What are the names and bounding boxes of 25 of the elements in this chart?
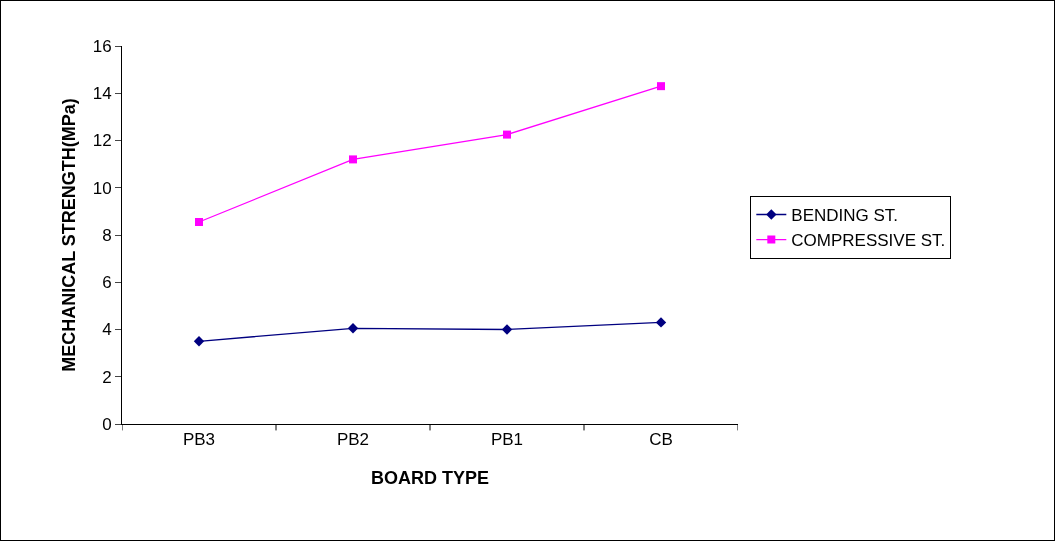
point xyxy=(503,130,511,139)
point xyxy=(347,323,359,334)
y-tick-label: 2 xyxy=(102,367,112,387)
point xyxy=(195,218,203,227)
y-tick-label: 10 xyxy=(92,178,112,198)
y-tick-label: 16 xyxy=(92,36,112,56)
y-axis-title: MECHANICAL STRENGTH(MPa) xyxy=(58,98,79,372)
legend-label: COMPRESSIVE ST. xyxy=(791,231,946,251)
y-tick-label: 14 xyxy=(92,84,112,104)
legend-label: BENDING ST. xyxy=(791,206,899,226)
x-tick-label: PB1 xyxy=(490,430,524,450)
x-tick-label: PB3 xyxy=(182,430,216,450)
point xyxy=(501,324,513,335)
y-tick-label: 4 xyxy=(102,320,112,340)
y-tick-label: 0 xyxy=(102,414,112,434)
x-tick-label: PB2 xyxy=(336,430,370,450)
x-tick-label: CB xyxy=(649,430,673,450)
point xyxy=(349,155,357,164)
x-axis-title: BOARD TYPE xyxy=(370,467,490,488)
y-tick-label: 8 xyxy=(102,225,112,245)
point xyxy=(657,82,665,91)
y-tick-label: 6 xyxy=(102,273,112,293)
point xyxy=(655,317,667,328)
y-tick-label: 12 xyxy=(92,131,112,151)
point xyxy=(193,336,205,347)
